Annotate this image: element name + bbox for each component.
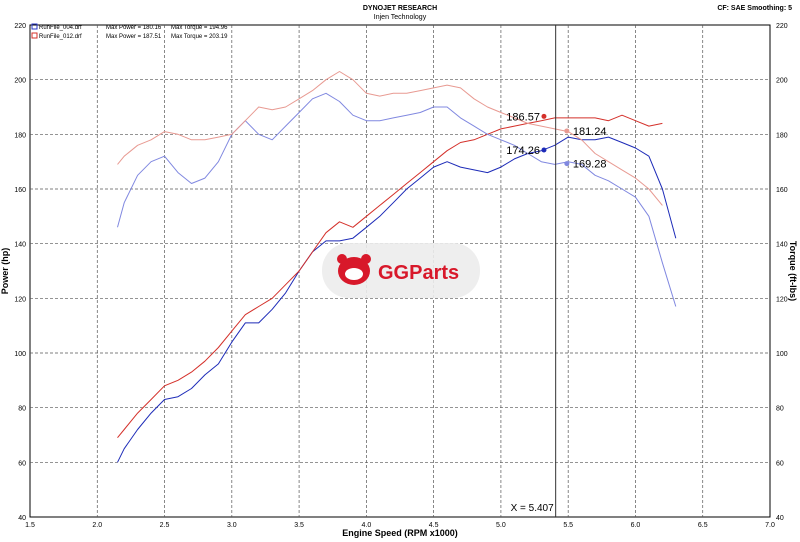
y-tick-label-left: 100 [14, 351, 26, 358]
x-tick-label: 1.5 [25, 522, 35, 529]
x-tick-label: 5.5 [563, 522, 573, 529]
y-axis-label-left: Power (hp) [0, 248, 10, 295]
series-line [117, 71, 663, 206]
x-tick-label: 6.5 [698, 522, 708, 529]
x-tick-label: 4.0 [361, 522, 371, 529]
y-tick-label-left: 180 [14, 132, 26, 139]
legend-max-power: Max Power = 187.51 [106, 34, 162, 40]
logo-badge [322, 243, 480, 298]
y-tick-label-left: 120 [14, 296, 26, 303]
x-tick-label: 4.5 [429, 522, 439, 529]
x-tick-label: 7.0 [765, 522, 775, 529]
y-axis-label-right: Torque (ft-lbs) [788, 241, 798, 301]
series-line [117, 92, 677, 307]
correction-label: CF: SAE Smoothing: 5 [717, 5, 792, 12]
logo-mascot-ear-icon [337, 254, 347, 264]
chart-subtitle: Injen Technology [373, 14, 427, 21]
y-tick-label-right: 80 [776, 406, 784, 413]
cursor-x-readout: X = 5.407 [511, 503, 555, 514]
legend-swatch [31, 23, 38, 30]
x-tick-label: 5.0 [496, 522, 506, 529]
y-tick-label-right: 120 [776, 296, 788, 303]
chart-title: DYNOJET RESEARCH [362, 5, 438, 12]
y-tick-label-right: 220 [776, 23, 788, 30]
y-tick-label-right: 180 [776, 132, 788, 139]
y-tick-label-right: 60 [776, 460, 784, 467]
cursor-value-label: 169.28 [573, 159, 607, 171]
y-tick-label-left: 60 [18, 460, 26, 467]
y-tick-label-left: 80 [18, 406, 26, 413]
y-tick-label-left: 160 [14, 187, 26, 194]
cursor-value-label: 181.24 [573, 126, 607, 138]
cursor-point [541, 113, 547, 119]
x-axis-label: Engine Speed (RPM x1000) [342, 528, 458, 538]
legend-file: RunFile_012.drf [39, 34, 82, 40]
cursor-point [541, 147, 547, 153]
cursor-value-label: 186.57 [506, 111, 540, 123]
legend-max-power: Max Power = 180.16 [106, 25, 162, 31]
legend-max-torque: Max Torque = 194.96 [171, 25, 228, 31]
y-tick-label-left: 220 [14, 23, 26, 30]
y-tick-label-right: 160 [776, 187, 788, 194]
y-tick-label-left: 200 [14, 78, 26, 85]
y-tick-label-left: 40 [18, 515, 26, 522]
logo-mascot-face-icon [345, 268, 363, 280]
logo-mascot-ear-icon [361, 254, 371, 264]
y-tick-label-right: 40 [776, 515, 784, 522]
x-tick-label: 3.5 [294, 522, 304, 529]
legend-file: RunFile_004.drf [39, 25, 82, 31]
x-tick-label: 3.0 [227, 522, 237, 529]
y-tick-label-right: 140 [776, 242, 788, 249]
cursor-point [564, 161, 570, 167]
logo-text: GGParts [378, 262, 459, 284]
y-tick-label-right: 200 [776, 78, 788, 85]
cursor-value-label: 174.26 [506, 145, 540, 157]
cursor-point [564, 128, 570, 134]
series-line [117, 136, 677, 463]
y-tick-label-left: 140 [14, 242, 26, 249]
series-line [117, 114, 663, 439]
legend-swatch [31, 32, 38, 39]
legend-max-torque: Max Torque = 203.19 [171, 34, 228, 40]
y-tick-label-right: 100 [776, 351, 788, 358]
plot-frame [29, 24, 771, 518]
x-tick-label: 2.0 [92, 522, 102, 529]
x-tick-label: 2.5 [160, 522, 170, 529]
x-tick-label: 6.0 [631, 522, 641, 529]
